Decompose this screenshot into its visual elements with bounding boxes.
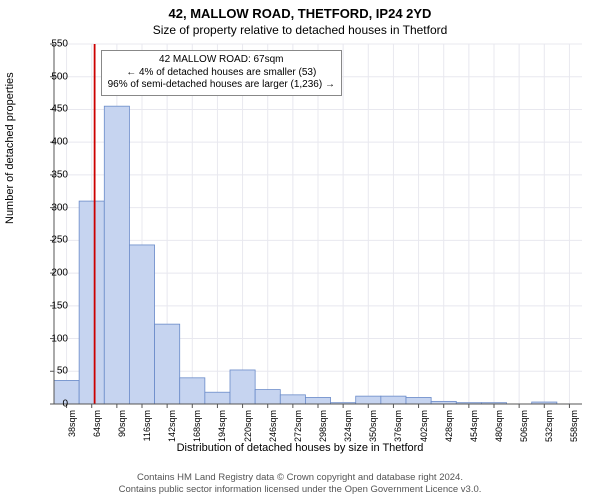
annotation-line3: 96% of semi-detached houses are larger (… bbox=[108, 79, 335, 92]
x-tick-label: 506sqm bbox=[519, 410, 529, 442]
x-tick-label: 90sqm bbox=[117, 410, 127, 437]
x-tick-label: 324sqm bbox=[343, 410, 353, 442]
annotation-line2: ← 4% of detached houses are smaller (53) bbox=[108, 67, 335, 80]
x-tick-label: 142sqm bbox=[167, 410, 177, 442]
x-tick-label: 246sqm bbox=[268, 410, 278, 442]
y-tick-label: 50 bbox=[57, 366, 68, 377]
y-tick-label: 150 bbox=[51, 300, 68, 311]
x-tick-label: 402sqm bbox=[419, 410, 429, 442]
y-tick-label: 200 bbox=[51, 268, 68, 279]
x-tick-label: 64sqm bbox=[92, 410, 102, 437]
histogram-svg bbox=[54, 44, 582, 404]
annotation-box: 42 MALLOW ROAD: 67sqm ← 4% of detached h… bbox=[101, 50, 342, 96]
y-tick-label: 400 bbox=[51, 137, 68, 148]
y-axis-label: Number of detached properties bbox=[4, 72, 16, 224]
y-tick-label: 500 bbox=[51, 71, 68, 82]
plot-area bbox=[54, 44, 582, 404]
x-tick-label: 116sqm bbox=[142, 410, 152, 441]
y-tick-label: 250 bbox=[51, 235, 68, 246]
chart-container: 42, MALLOW ROAD, THETFORD, IP24 2YD Size… bbox=[0, 0, 600, 500]
chart-subtitle: Size of property relative to detached ho… bbox=[0, 23, 600, 37]
x-tick-label: 350sqm bbox=[368, 410, 378, 442]
x-tick-label: 428sqm bbox=[444, 410, 454, 442]
annotation-line1: 42 MALLOW ROAD: 67sqm bbox=[108, 54, 335, 67]
x-axis-label: Distribution of detached houses by size … bbox=[0, 442, 600, 454]
y-tick-label: 350 bbox=[51, 169, 68, 180]
x-tick-label: 272sqm bbox=[293, 410, 303, 442]
chart-title: 42, MALLOW ROAD, THETFORD, IP24 2YD bbox=[0, 0, 600, 21]
x-tick-label: 480sqm bbox=[494, 410, 504, 442]
y-tick-label: 100 bbox=[51, 333, 68, 344]
footer-line2: Contains public sector information licen… bbox=[0, 484, 600, 496]
x-tick-label: 454sqm bbox=[469, 410, 479, 442]
x-tick-label: 168sqm bbox=[192, 410, 202, 442]
footer-line1: Contains HM Land Registry data © Crown c… bbox=[0, 472, 600, 484]
x-tick-label: 194sqm bbox=[217, 410, 227, 442]
y-tick-label: 550 bbox=[51, 39, 68, 50]
x-tick-label: 220sqm bbox=[243, 410, 253, 442]
y-tick-label: 0 bbox=[62, 399, 68, 410]
x-tick-label: 38sqm bbox=[67, 410, 77, 437]
footer: Contains HM Land Registry data © Crown c… bbox=[0, 472, 600, 496]
x-tick-label: 298sqm bbox=[318, 410, 328, 442]
x-tick-label: 532sqm bbox=[544, 410, 554, 442]
y-tick-label: 300 bbox=[51, 202, 68, 213]
x-tick-label: 376sqm bbox=[393, 410, 403, 442]
y-tick-label: 450 bbox=[51, 104, 68, 115]
x-tick-label: 558sqm bbox=[569, 410, 579, 442]
